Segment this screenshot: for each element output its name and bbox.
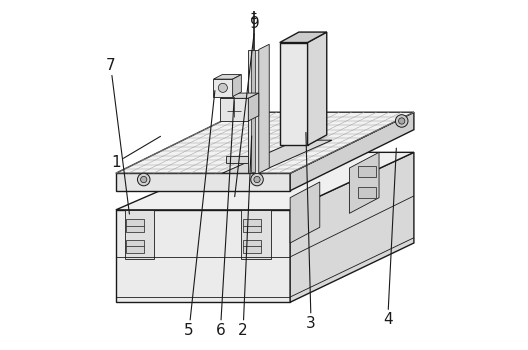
Polygon shape (125, 210, 154, 259)
Polygon shape (116, 152, 414, 210)
Polygon shape (358, 166, 375, 177)
Text: 9: 9 (234, 16, 260, 197)
Text: 2: 2 (238, 136, 252, 338)
Polygon shape (308, 32, 327, 145)
Polygon shape (350, 152, 379, 214)
Polygon shape (116, 173, 290, 191)
Polygon shape (126, 219, 144, 232)
Circle shape (137, 173, 150, 186)
Polygon shape (251, 49, 255, 172)
Polygon shape (220, 98, 248, 121)
Polygon shape (213, 75, 241, 79)
Polygon shape (116, 210, 290, 302)
Polygon shape (248, 93, 259, 121)
Polygon shape (220, 93, 259, 98)
Polygon shape (233, 75, 241, 97)
Circle shape (399, 118, 405, 124)
Text: 5: 5 (184, 91, 215, 338)
Text: 6: 6 (215, 98, 234, 338)
Polygon shape (280, 43, 308, 145)
Polygon shape (259, 44, 269, 173)
Polygon shape (222, 140, 332, 173)
Polygon shape (126, 240, 144, 253)
Polygon shape (225, 156, 248, 163)
Polygon shape (358, 187, 375, 198)
Text: 1: 1 (111, 136, 161, 170)
Text: 3: 3 (306, 132, 316, 331)
Polygon shape (290, 182, 320, 243)
Polygon shape (248, 49, 259, 173)
Polygon shape (116, 112, 414, 173)
Polygon shape (213, 79, 233, 97)
Polygon shape (243, 219, 260, 232)
Circle shape (395, 115, 408, 127)
Text: 4: 4 (383, 148, 397, 327)
Circle shape (254, 176, 260, 183)
Circle shape (251, 173, 263, 186)
Text: 7: 7 (106, 58, 129, 214)
Polygon shape (280, 32, 327, 43)
Polygon shape (241, 210, 271, 259)
Polygon shape (290, 112, 414, 191)
Circle shape (219, 83, 228, 92)
Circle shape (140, 176, 147, 183)
Polygon shape (290, 152, 414, 302)
Polygon shape (243, 240, 260, 253)
